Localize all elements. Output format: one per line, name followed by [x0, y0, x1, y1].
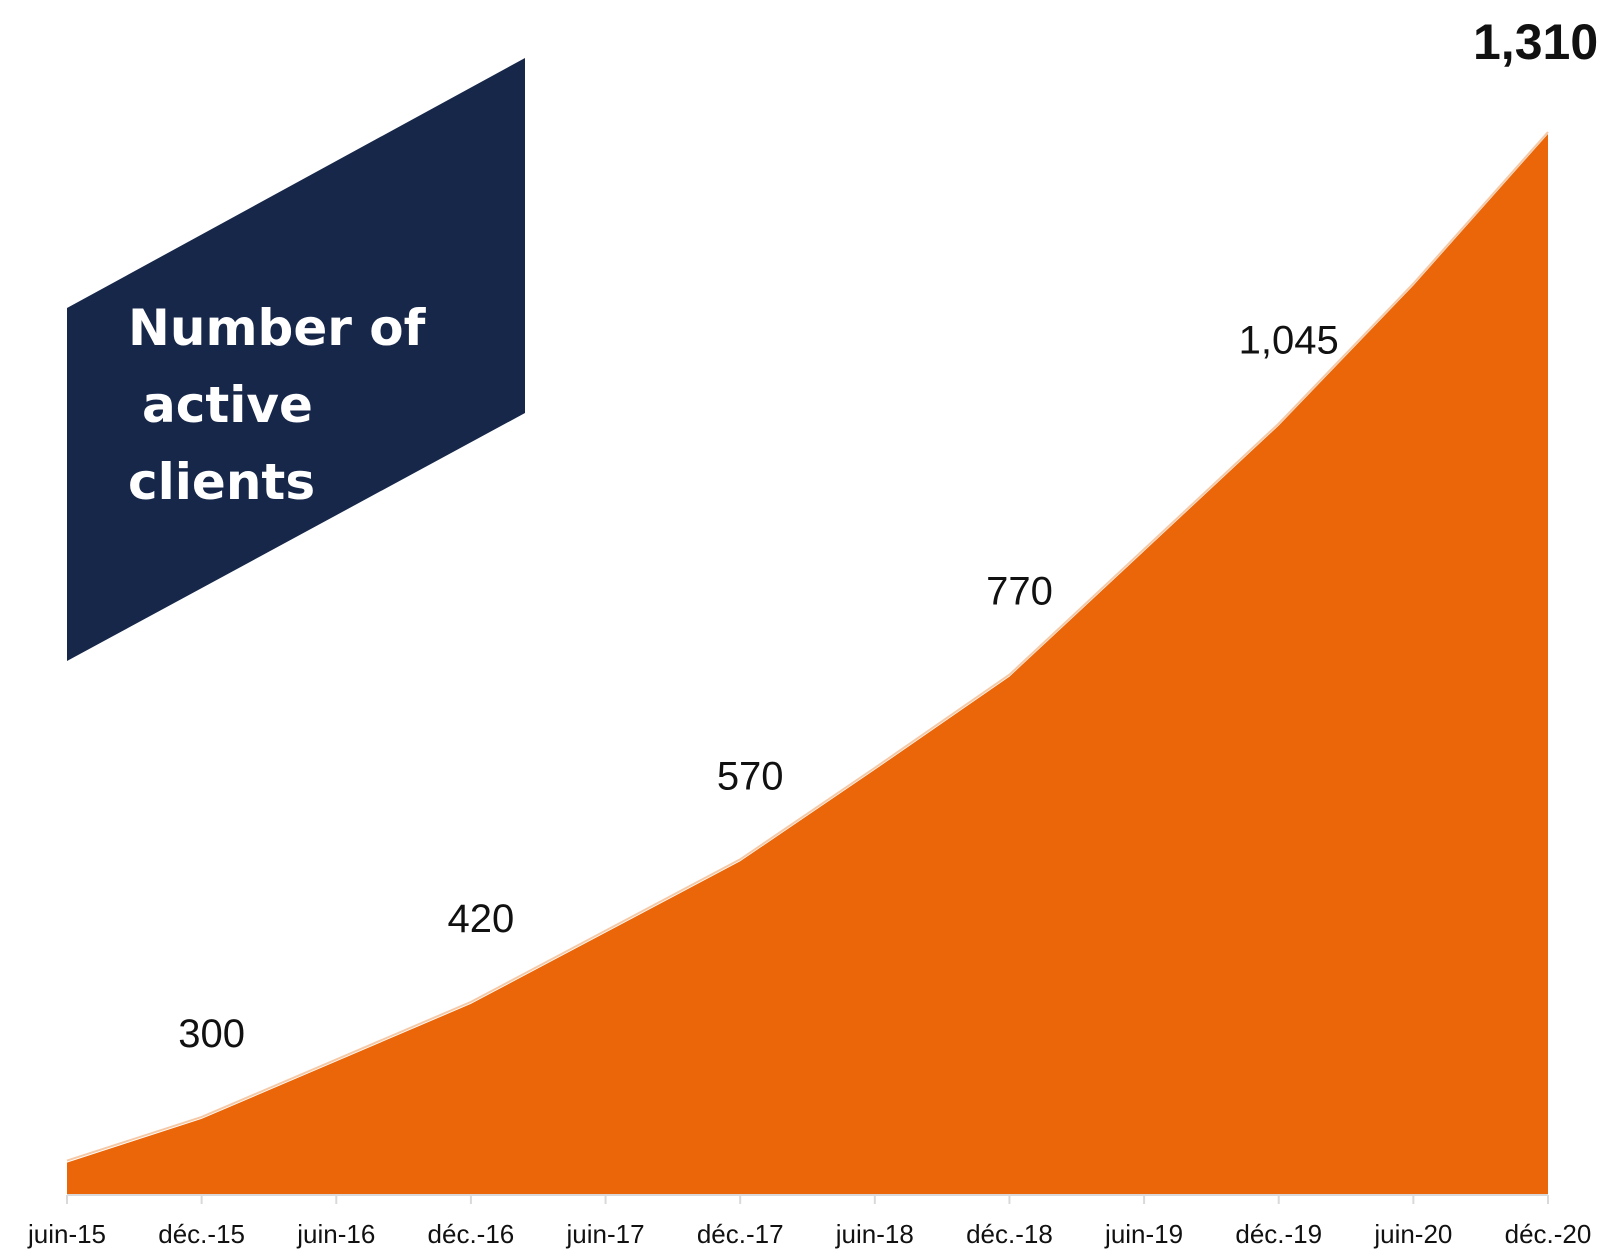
x-tick-label: déc.-15	[158, 1219, 245, 1249]
chart-title-line-2: active	[142, 376, 313, 434]
x-tick-label: juin-15	[27, 1219, 106, 1249]
chart-title-line-3: clients	[128, 453, 315, 511]
x-tick-label: déc.-16	[428, 1219, 515, 1249]
title-banner-shape	[67, 58, 525, 661]
x-tick-label: déc.-18	[966, 1219, 1053, 1249]
area-outline	[66, 131, 1549, 1162]
chart-title-box: Number of active clients	[67, 58, 525, 661]
data-label: 770	[986, 570, 1053, 614]
data-label: 420	[448, 897, 515, 941]
data-label: 1,310	[1473, 14, 1598, 70]
x-axis: juin-15 déc.-15 juin-16 déc.-16 juin-17 déc.-…	[27, 1194, 1592, 1249]
x-tick-label: juin-19	[1104, 1219, 1183, 1249]
data-labels: 300 420 570 770 1,045 1,310	[178, 14, 1598, 1056]
x-tick-label: juin-17	[566, 1219, 645, 1249]
x-tick-label: déc.-17	[697, 1219, 784, 1249]
x-tick-label: déc.-19	[1235, 1219, 1322, 1249]
x-tick-label: juin-20	[1373, 1219, 1452, 1249]
area-series	[67, 134, 1548, 1195]
x-tick-label: déc.-20	[1505, 1219, 1592, 1249]
data-label: 1,045	[1239, 319, 1339, 363]
data-label: 300	[178, 1012, 245, 1056]
x-tick-label: juin-16	[296, 1219, 375, 1249]
chart-title-line-1: Number of	[128, 299, 427, 357]
data-label: 570	[717, 754, 784, 798]
plot-area	[66, 131, 1549, 1195]
x-tick-label: juin-18	[835, 1219, 914, 1249]
